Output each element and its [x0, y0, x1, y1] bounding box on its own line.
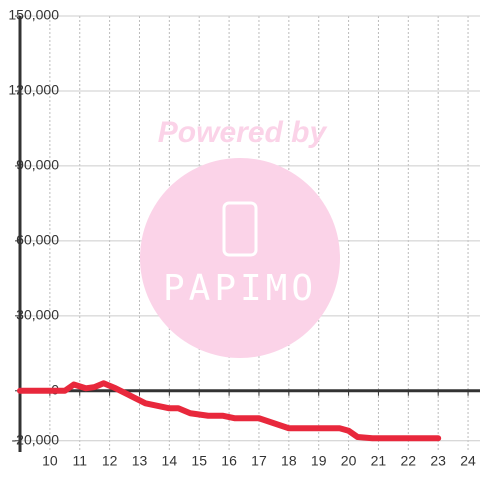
x-tick-label: 21 [371, 453, 387, 469]
x-tick-label: 10 [42, 453, 58, 469]
x-tick-label: 20 [341, 453, 357, 469]
watermark: Powered by PAPIMO [140, 116, 340, 358]
x-tick-label: 23 [430, 453, 446, 469]
y-tick-label: 90,000 [16, 157, 59, 173]
y-tick-label: -20,000 [12, 431, 60, 447]
watermark-phone [222, 201, 258, 257]
y-tick-label: 150,000 [8, 7, 59, 23]
x-tick-label: 13 [132, 453, 148, 469]
x-tick-label: 12 [102, 453, 118, 469]
y-tick-label: 30,000 [16, 307, 59, 323]
x-tick-label: 14 [162, 453, 178, 469]
x-tick-label: 15 [191, 453, 207, 469]
watermark-logo: PAPIMO [163, 268, 317, 309]
y-tick-label: 120,000 [8, 82, 59, 98]
x-tick-label: 24 [460, 453, 476, 469]
x-tick-label: 16 [221, 453, 237, 469]
x-tick-label: 18 [281, 453, 297, 469]
x-tick-label: 19 [311, 453, 327, 469]
watermark-circle [140, 158, 340, 358]
x-tick-label: 22 [401, 453, 417, 469]
x-tick-label: 17 [251, 453, 267, 469]
y-tick-label: 60,000 [16, 232, 59, 248]
x-tick-label: 11 [72, 453, 87, 469]
data-line [17, 380, 442, 442]
watermark-text: Powered by [158, 116, 328, 149]
